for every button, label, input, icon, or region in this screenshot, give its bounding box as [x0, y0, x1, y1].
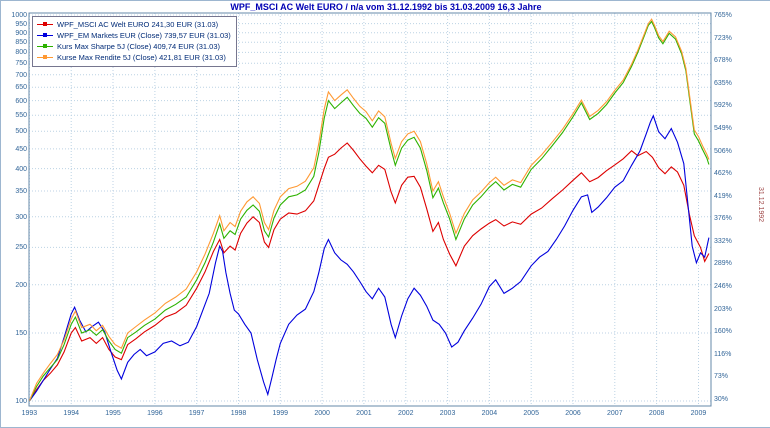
y-axis-right-label: 592% — [714, 102, 732, 110]
x-axis-label: 2001 — [356, 410, 372, 417]
legend-item-label: WPF_EM Markets EUR (Close) 739,57 EUR (3… — [57, 31, 231, 40]
y-axis-right-label: 203% — [714, 305, 732, 313]
legend-item[interactable]: WPF_MSCI AC Welt EURO 241,30 EUR (31.03) — [37, 19, 231, 30]
y-axis-right-label: 462% — [714, 170, 732, 178]
legend-line-swatch — [37, 21, 53, 28]
y-axis-right-label: 246% — [714, 283, 732, 291]
legend-item-label: Kurs Max Sharpe 5J (Close) 409,74 EUR (3… — [57, 42, 220, 51]
legend-line-swatch — [37, 54, 53, 61]
x-axis-label: 2005 — [523, 410, 539, 417]
y-axis-right-label: 289% — [714, 260, 732, 268]
x-axis-label: 1996 — [147, 410, 163, 417]
y-axis-left-label: 150 — [15, 330, 27, 338]
legend-item-label: WPF_MSCI AC Welt EURO 241,30 EUR (31.03) — [57, 20, 219, 29]
y-axis-right-label: 549% — [714, 124, 732, 132]
y-axis-left-label: 550 — [15, 112, 27, 120]
y-axis-left-label: 250 — [15, 244, 27, 252]
legend-item[interactable]: Kurse Max Rendite 5J (Close) 421,81 EUR … — [37, 52, 231, 63]
y-axis-right-label: 635% — [714, 79, 732, 87]
x-axis-label: 2000 — [314, 410, 330, 417]
series-line-wpf-em-markets-eur — [28, 114, 710, 402]
legend-item-label: Kurse Max Rendite 5J (Close) 421,81 EUR … — [57, 53, 226, 62]
y-axis-left-label: 700 — [15, 71, 27, 79]
y-axis-left-label: 350 — [15, 187, 27, 195]
y-axis-right-label: 160% — [714, 328, 732, 336]
x-axis-label: 2002 — [397, 410, 414, 417]
x-axis-label: 1997 — [188, 410, 205, 417]
legend-line-swatch — [37, 43, 53, 50]
plot-border — [28, 12, 712, 407]
x-axis-label: 2008 — [648, 410, 665, 417]
y-axis-left-label: 900 — [15, 29, 27, 37]
series-line-kurs-max-sharpe-5j — [28, 20, 710, 402]
x-axis-label: 2004 — [481, 410, 498, 417]
y-axis-right-label: 332% — [714, 237, 732, 245]
legend-item[interactable]: WPF_EM Markets EUR (Close) 739,57 EUR (3… — [37, 30, 231, 41]
x-axis-label: 2003 — [439, 410, 456, 417]
y-axis-left-label: 400 — [15, 165, 27, 173]
y-axis-left-label: 950 — [15, 20, 27, 28]
x-axis-label: 1995 — [105, 410, 121, 417]
x-axis-label: 2007 — [607, 410, 623, 417]
y-axis-right-label: 765% — [714, 12, 732, 19]
y-axis-right-label: 419% — [714, 192, 732, 200]
y-axis-left-label: 500 — [15, 128, 27, 136]
series-line-kurse-max-rendite-5j — [28, 18, 710, 402]
x-axis-label: 1994 — [63, 410, 79, 417]
y-axis-right-label: 723% — [714, 34, 732, 42]
x-axis-label: 1993 — [21, 410, 38, 417]
x-axis-label: 2009 — [690, 410, 707, 417]
y-axis-right-label: 73% — [714, 373, 729, 381]
legend-item[interactable]: Kurs Max Sharpe 5J (Close) 409,74 EUR (3… — [37, 41, 231, 52]
y-axis-left-label: 300 — [15, 213, 27, 221]
y-axis-left-label: 600 — [15, 97, 27, 105]
series-line-wpf-msci-ac-welt-euro — [28, 142, 710, 402]
y-axis-left-label: 1000 — [11, 12, 27, 19]
legend-box: WPF_MSCI AC Welt EURO 241,30 EUR (31.03)… — [32, 16, 237, 67]
chart-title: WPF_MSCI AC Welt EURO / n/a vom 31.12.19… — [230, 2, 542, 12]
y-axis-left-label: 450 — [15, 145, 27, 153]
baseline-date-label: 31.12.1992 — [757, 187, 764, 223]
y-axis-right-label: 376% — [714, 215, 732, 223]
y-axis-right-label: 678% — [714, 57, 732, 65]
y-axis-left-label: 650 — [15, 84, 27, 92]
y-axis-left-label: 850 — [15, 39, 27, 47]
legend-line-swatch — [37, 32, 53, 39]
y-axis-left-label: 100 — [15, 398, 27, 405]
y-axis-right-label: 506% — [714, 147, 732, 155]
y-axis-right-label: 30% — [714, 396, 729, 403]
y-axis-left-label: 750 — [15, 60, 27, 68]
y-axis-right-label: 116% — [714, 350, 732, 358]
x-axis-label: 1999 — [272, 410, 289, 417]
x-axis-label: 1998 — [230, 410, 247, 417]
y-axis-left-label: 200 — [15, 281, 27, 289]
x-axis-label: 2006 — [565, 410, 581, 417]
y-axis-left-label: 800 — [15, 49, 27, 57]
